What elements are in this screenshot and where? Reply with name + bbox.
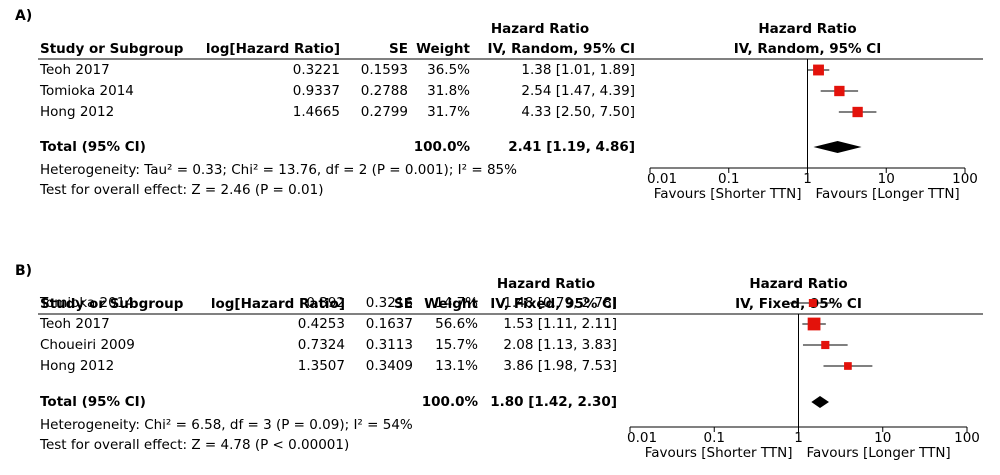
standard-error: 0.1593 [360,62,408,78]
favours-left-label: Favours [Shorter TTN] [653,186,802,202]
x-axis-tick-label: 10 [874,430,892,446]
study-name: Tomioka 2014 [40,295,134,311]
x-axis-tick-label: 0.1 [703,430,725,446]
estimate-column-header: log[Hazard Ratio] [205,41,340,57]
x-axis-tick-label: 1 [794,430,803,446]
weight-column-header: Weight [416,41,470,57]
study-name: Hong 2012 [40,104,115,120]
study-weight: 56.6% [435,316,478,332]
x-axis-tick-label: 100 [954,430,980,446]
standard-error: 0.2788 [360,83,408,99]
x-axis-tick-label: 1 [803,171,812,187]
effect-box [807,317,821,331]
weight-column-header: Weight [424,296,478,312]
standard-error: 0.3113 [365,337,413,353]
study-name: Teoh 2017 [40,62,110,78]
favours-right-label: Favours [Longer TTN] [815,186,960,202]
study-name: Teoh 2017 [40,316,110,332]
study-weight: 31.8% [427,83,470,99]
study-column-header: Study or Subgroup [40,41,184,57]
total-hazard-ratio-ci: 1.80 [1.42, 2.30] [490,394,617,410]
estimate-column-header: log[Hazard Ratio] [210,296,345,312]
se-column-header: SE [394,296,413,312]
log-hazard-ratio: 0.3221 [292,62,340,78]
log-hazard-ratio: 1.4665 [292,104,340,120]
effect-box [834,85,845,97]
x-axis-tick-label: 10 [877,171,895,187]
study-name: Hong 2012 [40,358,115,374]
log-hazard-ratio: 0.7324 [297,337,345,353]
x-axis-tick-label: 0.01 [627,430,658,446]
standard-error: 0.3216 [365,295,413,311]
x-axis-tick-label: 0.1 [718,171,740,187]
log-hazard-ratio: 1.3507 [297,358,345,374]
plot-group-header: Hazard Ratio [758,21,857,37]
se-column-header: SE [389,41,408,57]
total-label: Total (95% CI) [40,394,146,410]
study-weight: 15.7% [435,337,478,353]
effect-box [813,64,824,76]
x-axis-tick-label: 0.01 [647,171,678,187]
hr-group-header: Hazard Ratio [496,276,596,292]
hazard-ratio-ci: 2.08 [1.13, 3.83] [503,337,617,353]
study-weight: 13.1% [435,358,478,374]
study-weight: 14.7% [435,295,478,311]
hazard-ratio-ci: 1.38 [1.01, 1.89] [521,62,635,78]
standard-error: 0.1637 [365,316,413,332]
plot-method-header: IV, Random, 95% CI [733,41,882,57]
hazard-ratio-ci: 2.54 [1.47, 4.39] [521,83,635,99]
favours-right-label: Favours [Longer TTN] [806,445,951,461]
study-weight: 36.5% [427,62,470,78]
total-label: Total (95% CI) [40,139,146,155]
total-weight: 100.0% [421,394,478,410]
study-column-header: Study or Subgroup [40,296,184,312]
hazard-ratio-ci: 4.33 [2.50, 7.50] [521,104,635,120]
study-name: Choueiri 2009 [40,337,135,353]
log-hazard-ratio: 0.9337 [292,83,340,99]
standard-error: 0.2799 [360,104,408,120]
hr-group-header: Hazard Ratio [490,21,590,37]
panel-label: B) [15,263,33,279]
x-axis-tick-label: 100 [952,171,978,187]
plot-method-header: IV, Fixed, 95% CI [735,296,862,312]
overall-effect-test: Test for overall effect: Z = 4.78 (P < 0… [40,437,350,453]
hr-method-header: IV, Fixed, 95% CI [490,296,617,312]
plot-group-header: Hazard Ratio [749,276,848,292]
favours-left-label: Favours [Shorter TTN] [644,445,793,461]
study-name: Tomioka 2014 [40,83,134,99]
effect-box [821,340,830,350]
heterogeneity-stats: Heterogeneity: Tau² = 0.33; Chi² = 13.76… [40,162,517,178]
total-hazard-ratio-ci: 2.41 [1.19, 4.86] [508,139,635,155]
overall-effect-test: Test for overall effect: Z = 2.46 (P = 0… [40,182,324,198]
effect-box [844,362,852,370]
hazard-ratio-ci: 3.86 [1.98, 7.53] [503,358,617,374]
study-weight: 31.7% [427,104,470,120]
log-hazard-ratio: 0.392 [306,295,345,311]
total-weight: 100.0% [413,139,470,155]
hazard-ratio-ci: 1.48 [0.79, 2.78] [503,295,617,311]
effect-box [808,299,817,307]
effect-box [852,106,863,118]
panel-label: A) [15,8,33,24]
standard-error: 0.3409 [365,358,413,374]
hazard-ratio-ci: 1.53 [1.11, 2.11] [503,316,617,332]
log-hazard-ratio: 0.4253 [297,316,345,332]
pooled-diamond [813,141,862,153]
hr-method-header: IV, Random, 95% CI [487,41,635,57]
pooled-diamond [811,396,829,408]
heterogeneity-stats: Heterogeneity: Chi² = 6.58, df = 3 (P = … [40,417,413,433]
